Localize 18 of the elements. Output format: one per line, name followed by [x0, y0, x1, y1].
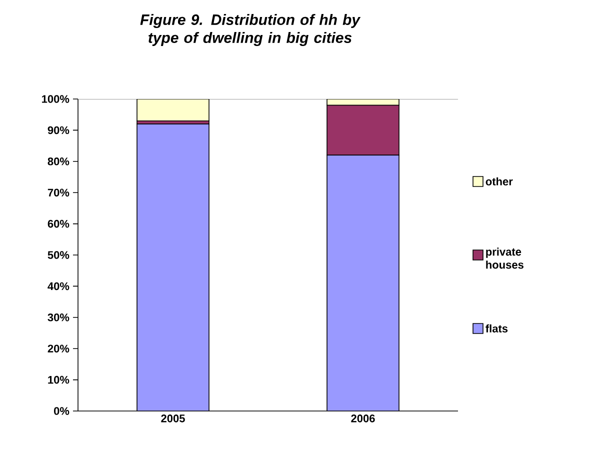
y-tick-label: 0% [54, 407, 70, 415]
legend-label: private houses [486, 248, 524, 269]
y-tick-label: 80% [48, 158, 70, 166]
y-tick-label: 50% [48, 251, 70, 259]
legend-label: other [486, 177, 513, 186]
y-tick-label: 60% [48, 220, 70, 228]
chart-title: Figure 9. Distribution of hh by type of dwelling in big cities [140, 14, 361, 46]
y-tick-label: 20% [48, 344, 70, 352]
y-tick-label: 70% [48, 188, 70, 196]
y-tick-label: 90% [48, 126, 70, 134]
x-tick-label: 2006 [351, 414, 375, 422]
y-tick-label: 40% [48, 282, 70, 290]
x-tick-label: 2005 [161, 414, 185, 422]
y-tick-label: 100% [42, 95, 70, 103]
y-tick-label: 10% [48, 376, 70, 384]
bar [136, 99, 210, 122]
y-tick-label: 30% [48, 314, 70, 322]
legend-label: flats [486, 324, 508, 332]
